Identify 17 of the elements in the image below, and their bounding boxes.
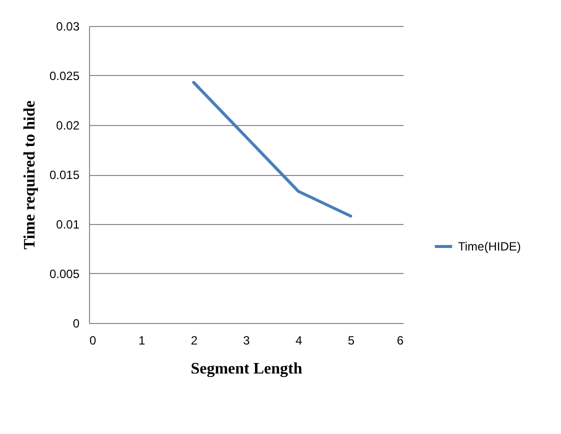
y-tick-label: 0.02 xyxy=(56,118,80,132)
y-axis-title: Time required to hide xyxy=(21,100,38,250)
x-tick-label: 6 xyxy=(396,334,404,348)
x-tick-label: 2 xyxy=(190,334,198,348)
x-tick-label: 1 xyxy=(138,334,146,348)
y-tick-label: 0.015 xyxy=(49,168,80,182)
x-tick-label: 0 xyxy=(90,334,96,348)
y-tick-label: 0 xyxy=(72,316,80,330)
x-axis-title: Segment Length xyxy=(190,360,302,378)
x-tick-label: 5 xyxy=(348,334,355,348)
y-tick-label: 0.025 xyxy=(49,69,80,83)
legend-label: Time(HIDE) xyxy=(458,240,521,254)
y-tick-label: 0.01 xyxy=(56,218,80,232)
y-tick-label: 0.03 xyxy=(56,20,80,34)
y-tick-label: 0.005 xyxy=(49,267,80,281)
x-tick-label: 3 xyxy=(243,334,250,348)
x-tick-label: 4 xyxy=(295,334,302,348)
